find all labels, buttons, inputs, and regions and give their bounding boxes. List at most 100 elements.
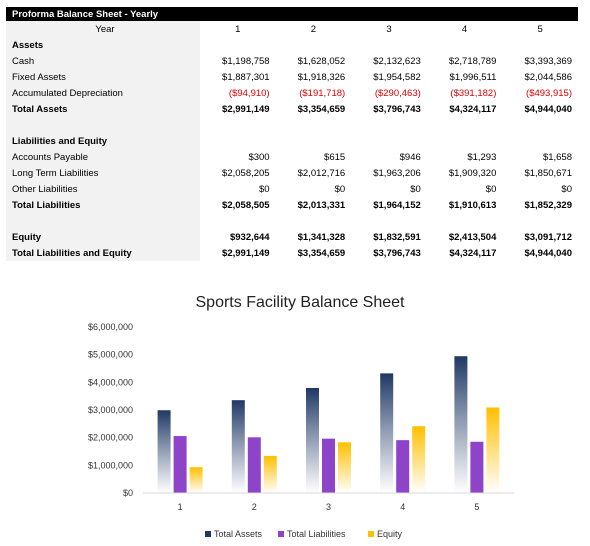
row-label: Long Term Liabilities [6, 165, 200, 181]
table-cell [502, 213, 578, 229]
table-cell: $1,832,591 [373, 231, 421, 243]
table-cell: $1,918,326 [297, 71, 346, 83]
table-row: Fixed Assets $1,887,301 $1,918,326 $1,954,5… [6, 69, 578, 85]
table-row: Long Term Liabilities $2,058,205 $2,012,71… [6, 165, 578, 181]
table-row: Accumulated Depreciation ($94,910) ($191,7… [6, 85, 578, 101]
table-cell: $615 [324, 151, 346, 163]
table-cell: $0 [259, 183, 270, 195]
table-cell [276, 213, 352, 229]
total-assets-bar [380, 373, 394, 493]
table-cell: $2,058,505 [222, 199, 270, 211]
table-cell: $4,944,040 [524, 103, 572, 115]
table-cell [502, 37, 578, 53]
table-cell [200, 117, 276, 133]
y-tick-label: $6,000,000 [88, 322, 133, 332]
equity-bar [486, 407, 500, 493]
x-tick-label: 4 [400, 502, 405, 512]
balance-chart: Sports Facility Balance Sheet $0 $1,000,0… [88, 294, 514, 539]
table-cell: ($94,910) [228, 87, 270, 99]
table-cell: $1,658 [542, 151, 572, 163]
year-header: 3 [386, 23, 392, 35]
table-cell: $2,132,623 [373, 55, 421, 67]
table-cell [200, 37, 276, 53]
row-label: Liabilities and Equity [6, 133, 200, 149]
table-cell: $4,324,117 [449, 103, 497, 115]
table-row: Cash $1,198,758 $1,628,052 $2,132,623 $2,718… [6, 53, 578, 69]
row-label: Total Liabilities [6, 197, 200, 213]
row-label: Total Liabilities and Equity [6, 245, 200, 261]
legend-label: Total Liabilities [287, 529, 346, 539]
table-cell: $1,909,320 [448, 167, 497, 179]
table-cell: $2,013,331 [297, 199, 346, 211]
table-cell: $946 [399, 151, 421, 163]
table-cell [200, 133, 276, 149]
table-cell: $2,413,504 [448, 231, 497, 243]
table-title-row: Proforma Balance Sheet - Yearly [6, 7, 578, 21]
table-cell: $0 [485, 183, 497, 195]
table-cell: $0 [561, 183, 572, 195]
legend-label: Total Assets [214, 529, 263, 539]
table-cell: $300 [248, 151, 270, 163]
row-label: Accumulated Depreciation [6, 85, 200, 101]
table-cell: $1,910,613 [448, 199, 497, 211]
total-liabilities-bar [396, 440, 410, 493]
legend-label: Equity [377, 529, 403, 539]
table-cell [427, 133, 503, 149]
table-cell [502, 117, 578, 133]
year-header: 2 [310, 23, 317, 35]
y-tick-label: $1,000,000 [88, 460, 133, 470]
legend-swatch [278, 531, 284, 537]
table-cell: $1,964,152 [373, 199, 421, 211]
row-label: Total Assets [6, 101, 200, 117]
year-header: 1 [235, 23, 241, 35]
table-cell: $2,012,716 [297, 167, 346, 179]
table-cell [351, 213, 427, 229]
table-cell: $3,091,712 [524, 231, 572, 243]
table-header-row: Year 1 2 3 4 5 [6, 21, 578, 37]
year-header: 5 [537, 23, 543, 35]
table-row: Assets [6, 37, 578, 53]
table-cell: $3,796,743 [373, 247, 421, 259]
table-cell: $1,887,301 [222, 71, 270, 83]
y-tick-label: $3,000,000 [88, 405, 133, 415]
table-row: Liabilities and Equity [6, 133, 578, 149]
table-cell: ($391,182) [450, 87, 497, 99]
table-cell [351, 37, 427, 53]
table-cell [351, 117, 427, 133]
table-cell [427, 213, 503, 229]
table-cell: $2,718,789 [448, 55, 497, 67]
total-liabilities-bar [173, 436, 187, 493]
total-assets-bar [306, 387, 319, 493]
table-row: Total Liabilities $2,058,505 $2,013,331 $1,… [6, 197, 578, 213]
table-cell: ($191,718) [299, 87, 346, 99]
equity-bar [189, 467, 203, 493]
equity-bar [412, 426, 426, 493]
table-cell: $0 [410, 183, 421, 195]
row-label: Cash [6, 53, 200, 69]
bar-group [157, 356, 500, 493]
y-axis: $0 $1,000,000 $2,000,000 $3,000,000 $4,000,0… [88, 322, 133, 498]
row-label [6, 213, 200, 229]
total-assets-bar [454, 356, 468, 493]
x-tick-label: 5 [474, 502, 479, 512]
table-cell: $932,644 [229, 231, 270, 243]
table-cell: $4,324,117 [449, 247, 497, 259]
chart-legend: Total Assets Total Liabilities Equity [205, 529, 403, 539]
table-row: Total Assets $2,991,149 $3,354,659 $3,796,7… [6, 101, 578, 117]
table-title: Proforma Balance Sheet - Yearly [6, 7, 200, 21]
table-row [6, 117, 578, 133]
table-cell [276, 37, 352, 53]
table-cell: $3,354,659 [297, 103, 346, 115]
table-cell [200, 213, 276, 229]
row-label: Accounts Payable [6, 149, 200, 165]
total-assets-bar [157, 410, 171, 493]
table-cell: $1,852,329 [524, 199, 572, 211]
total-liabilities-bar [247, 437, 261, 493]
table-cell: $1,963,206 [373, 167, 421, 179]
table-cell: $1,954,582 [373, 71, 421, 83]
table-cell: $3,393,369 [524, 55, 572, 67]
year-label: Year [6, 21, 200, 37]
table-cell: $1,198,758 [222, 55, 270, 67]
y-tick-label: $2,000,000 [88, 433, 133, 443]
equity-bar [263, 455, 277, 493]
